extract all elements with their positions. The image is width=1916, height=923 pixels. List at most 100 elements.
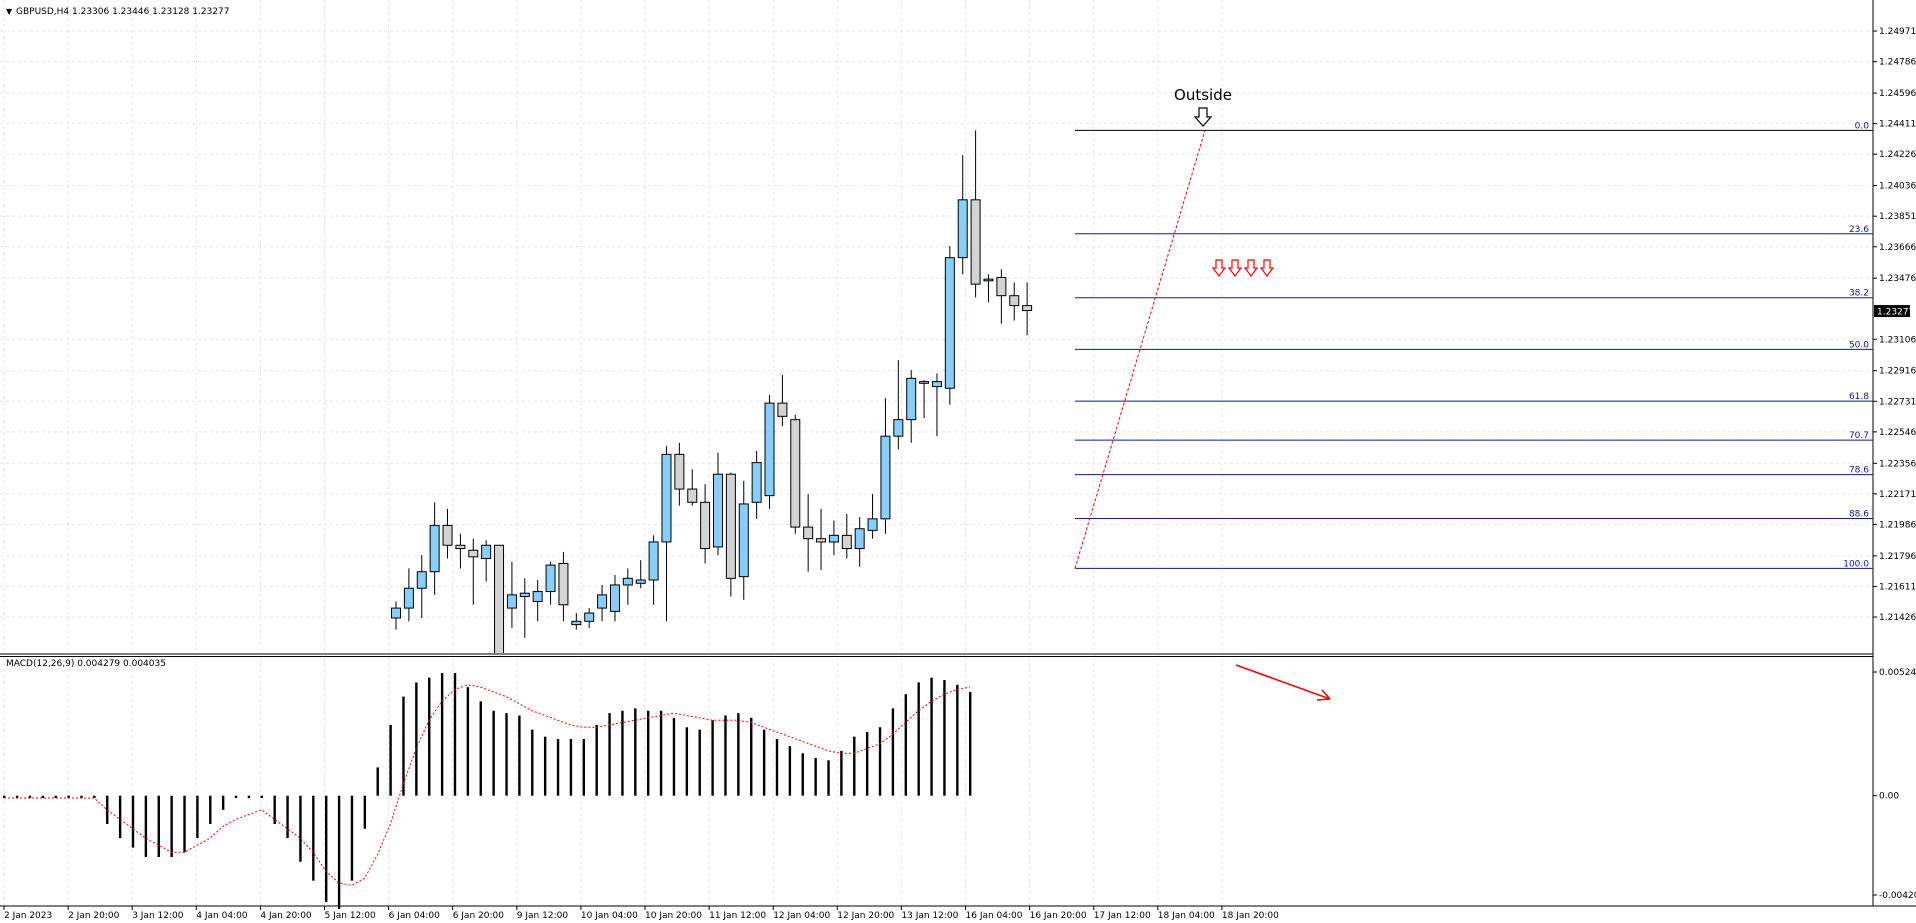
macd-bar [3, 795, 6, 799]
down-arrow-icon[interactable] [1193, 107, 1213, 127]
candle-body [687, 488, 698, 503]
macd-bar [518, 715, 521, 796]
trend-arrow-icon[interactable] [1235, 664, 1331, 701]
time-axis: 2 Jan 2023 2 Jan 20:00 3 Jan 12:00 4 Jan 04… [3, 906, 1279, 921]
candle-body [880, 435, 891, 520]
candle-body [455, 544, 466, 550]
macd-bar [106, 795, 109, 825]
price-tick-label: 1.24226 [1879, 150, 1916, 160]
candle-body [841, 534, 852, 550]
candle-body [725, 473, 736, 579]
macd-bar [466, 687, 470, 796]
macd-bar [389, 724, 392, 796]
candle-body [751, 462, 762, 503]
outside-annotation[interactable]: Outside [1174, 86, 1232, 104]
fibonacci-level-label: 61.8 [1849, 392, 1869, 402]
current-price-label: 1.23277 [1877, 308, 1914, 318]
fibonacci-level-label: 38.2 [1849, 289, 1869, 299]
candle-body [816, 538, 827, 543]
candle-body [919, 381, 930, 384]
candle [803, 494, 814, 572]
time-tick-label: 4 Jan 20:00 [260, 911, 312, 921]
candle-body [1009, 295, 1020, 307]
macd-bar [415, 682, 418, 796]
candle-body [597, 594, 608, 609]
time-tick-label: 12 Jan 20:00 [837, 911, 894, 921]
macd-bar [737, 713, 740, 796]
price-tick-label: 1.24786 [1879, 58, 1916, 68]
time-tick-label: 10 Jan 04:00 [581, 911, 638, 921]
time-tick-label: 6 Jan 20:00 [453, 911, 505, 921]
price-tick-label: 1.22171 [1879, 490, 1916, 500]
time-tick-label: 10 Jan 20:00 [645, 911, 702, 921]
macd-bar [621, 710, 624, 796]
candle-body [867, 518, 878, 531]
candle [816, 508, 827, 571]
macd-bar [428, 677, 431, 796]
macd-bar [634, 708, 637, 796]
macd-tick-label: 0.00 [1879, 792, 1899, 802]
fibonacci-trendline[interactable] [1074, 130, 1206, 569]
price-tick-label: 1.23666 [1879, 243, 1916, 253]
fibonacci-level-label: 23.6 [1849, 225, 1869, 235]
price-tick-label: 1.22546 [1879, 428, 1916, 438]
candle [790, 414, 801, 534]
sell-signal-arrows[interactable] [1211, 259, 1275, 277]
macd-bar [325, 795, 328, 902]
candle [687, 469, 698, 506]
time-tick-label: 11 Jan 12:00 [709, 911, 766, 921]
macd-bar [750, 717, 753, 796]
chart-menu-icon[interactable]: ▼ [6, 7, 13, 16]
candle-body [661, 453, 672, 543]
candle-body [622, 577, 633, 586]
candle [635, 560, 646, 589]
candle [674, 442, 685, 506]
candle [622, 568, 633, 605]
candle [777, 375, 788, 427]
candle-body [648, 541, 659, 581]
price-tick-label: 1.21426 [1879, 613, 1916, 623]
price-tick-label: 1.21796 [1879, 552, 1916, 562]
candle [828, 520, 839, 556]
candle [931, 373, 942, 437]
candle [906, 370, 917, 443]
candle-body [429, 524, 440, 573]
time-tick-label: 16 Jan 04:00 [966, 911, 1023, 921]
candle-body [777, 402, 788, 417]
candle-body [442, 524, 453, 546]
macd-bar [672, 717, 676, 796]
price-tick-label: 1.22916 [1879, 367, 1916, 377]
time-tick-label: 17 Jan 12:00 [1094, 911, 1151, 921]
candle-body [944, 257, 955, 389]
price-tick-label: 1.23476 [1879, 274, 1916, 284]
macd-bar [711, 720, 714, 796]
macd-bar [350, 795, 354, 881]
red-down-arrow-icon[interactable] [1259, 259, 1275, 277]
macd-histogram [3, 672, 972, 909]
candle-body [416, 571, 427, 589]
fibonacci-retracement[interactable]: 0.0 23.6 38.2 50.0 61.8 70.7 78.6 88.6 100.0 [1075, 121, 1873, 569]
fibonacci-level-label: 0.0 [1855, 121, 1870, 131]
time-tick-label: 3 Jan 12:00 [132, 911, 184, 921]
macd-bar [853, 736, 856, 796]
candle [725, 472, 736, 597]
candle [609, 575, 620, 622]
fibonacci-level-label: 100.0 [1843, 559, 1869, 569]
red-down-arrow-icon[interactable] [1211, 259, 1227, 277]
macd-bar [273, 795, 276, 825]
macd-bar [762, 729, 766, 796]
macd-bar [221, 795, 225, 810]
symbol-info: GBPUSD,H4 1.23306 1.23446 1.23128 1.2327… [16, 7, 229, 17]
candle-body [674, 453, 685, 490]
macd-tick-label: 0.005242 [1879, 668, 1916, 678]
macd-bar [170, 795, 173, 858]
time-tick-label: 5 Jan 12:00 [325, 911, 377, 921]
price-tick-label: 1.22356 [1879, 459, 1916, 469]
red-down-arrow-icon[interactable] [1243, 259, 1259, 277]
red-down-arrow-icon[interactable] [1227, 259, 1243, 277]
candle [751, 451, 762, 519]
macd-bar [337, 795, 341, 909]
macd-bar [209, 795, 212, 825]
candle [854, 517, 865, 567]
